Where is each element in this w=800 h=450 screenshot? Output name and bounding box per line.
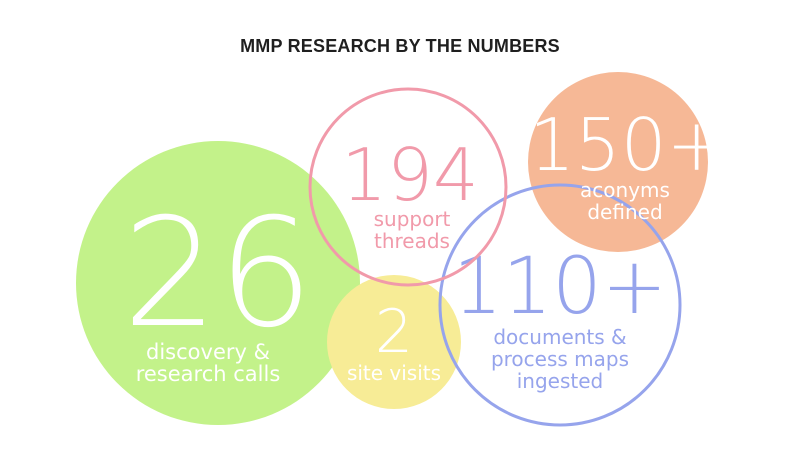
acronyms-label-line1: aconyms [580,178,670,202]
documents-label-line1: documents & [493,325,626,349]
documents-label-line2: process maps [491,347,629,371]
discovery-calls-label-line2: research calls [136,362,281,386]
support-threads-label-line2: threads [374,229,450,253]
bubble-acronyms-circle [528,72,708,252]
bubble-discovery-circle [76,141,360,425]
documents-value: 110+ [453,242,667,332]
acronyms-value: 150+ [529,103,727,187]
bubble-acronyms [528,72,708,252]
discovery-calls-value: 26 [123,187,314,361]
bubble-acronyms-text: 150+ aconyms defined [529,103,727,224]
bubble-support-threads-circle [308,87,508,287]
support-threads-label-line1: support [374,207,451,231]
bubble-site-visits: 2 site visits [327,275,461,409]
bubble-documents-circle [438,183,682,427]
support-threads-value: 194 [341,133,478,217]
page-title: MMP RESEARCH BY THE NUMBERS [240,36,560,56]
site-visits-label: site visits [347,361,441,385]
acronyms-label-line2: defined [587,200,662,224]
bubble-documents: 110+ documents & process maps ingested [438,183,682,427]
discovery-calls-label-line1: discovery & [146,340,270,364]
bubble-site-visits-circle [327,275,461,409]
documents-label-line3: ingested [517,369,604,393]
bubble-support-threads: 194 support threads [308,87,508,287]
bubble-discovery-calls: 26 discovery & research calls [76,141,360,425]
site-visits-value: 2 [375,297,413,367]
